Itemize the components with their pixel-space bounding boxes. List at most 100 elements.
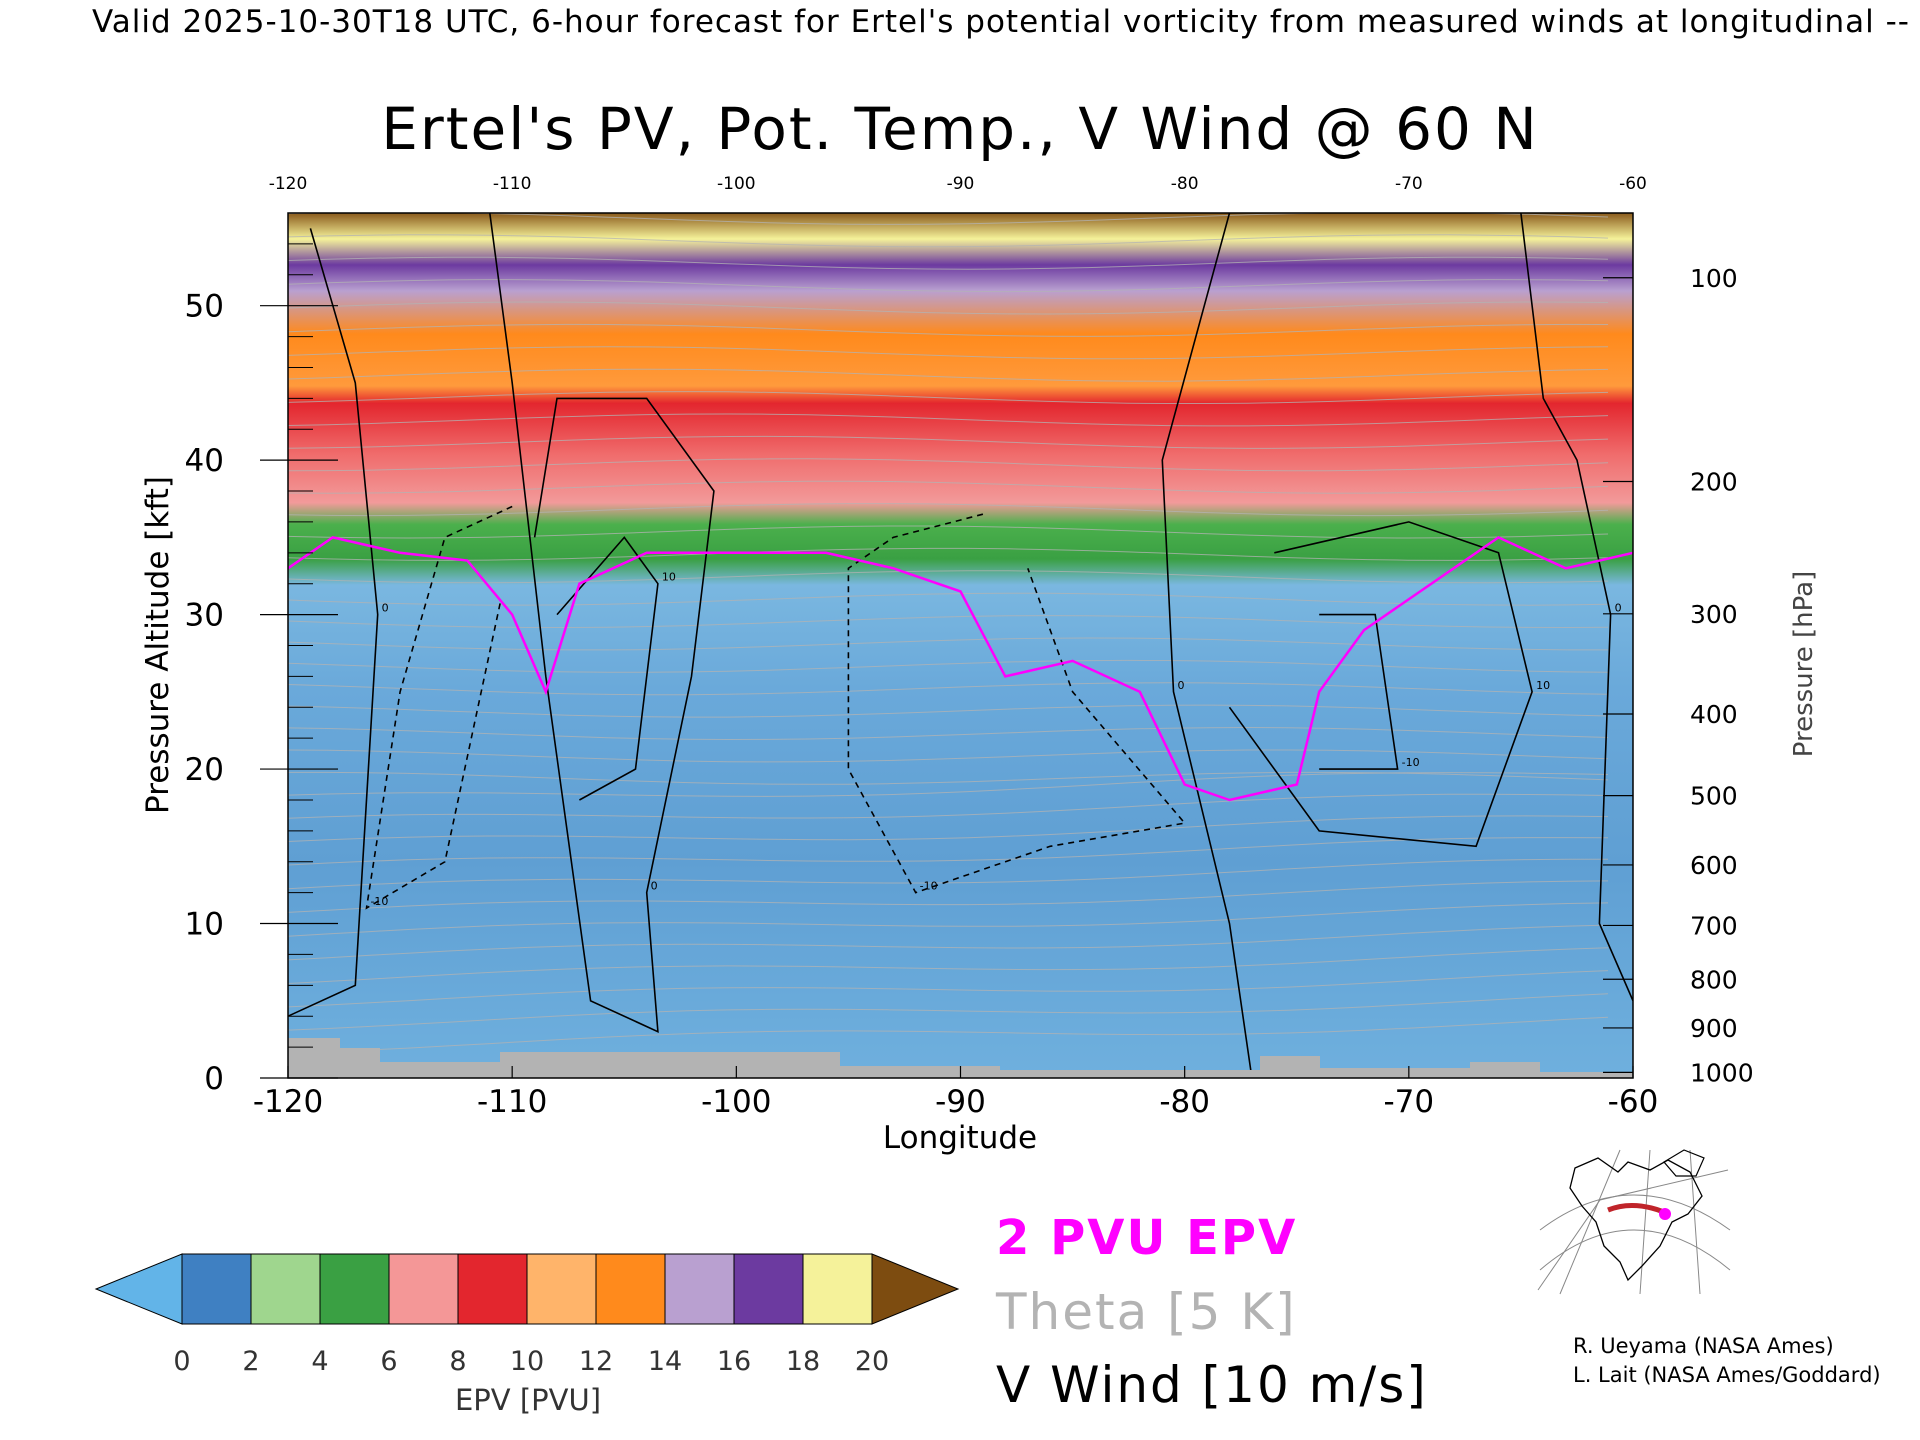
theta-isentrope <box>288 837 1609 866</box>
colorbar-tick-label: 10 <box>510 1346 544 1377</box>
vwind-contour-label: 0 <box>1177 679 1184 692</box>
vwind-contour <box>847 513 1187 894</box>
vwind-contour-label: -10 <box>920 880 938 893</box>
theta-isentrope <box>288 256 1609 270</box>
theta-isentrope <box>288 480 1609 494</box>
map-parallel <box>1539 1194 1731 1231</box>
colorbar-tick-label: 12 <box>579 1346 613 1377</box>
epv-field <box>288 213 1633 1078</box>
theta-isentrope <box>288 323 1609 337</box>
theta-isentrope <box>288 880 1609 913</box>
credit-line-2: L. Lait (NASA Ames/Goddard) <box>1573 1363 1881 1387</box>
pressure-tick-label: 800 <box>1690 965 1738 994</box>
theta-isentrope <box>288 726 1609 741</box>
colorbar-tick-label: 20 <box>855 1346 889 1377</box>
theta-isentrope <box>288 815 1609 842</box>
colorbar-tick-label: 14 <box>648 1346 682 1377</box>
theta-isentrope <box>288 858 1609 890</box>
colorbar-swatch <box>526 1253 597 1325</box>
theta-isentrope <box>288 592 1609 606</box>
top-tick-label: -90 <box>947 174 975 194</box>
chart-title: Ertel's PV, Pot. Temp., V Wind @ 60 N <box>381 95 1539 163</box>
top-tick-label: -80 <box>1171 174 1199 194</box>
map-greenland <box>1663 1149 1705 1177</box>
theta-isentrope <box>288 570 1609 584</box>
colorbar: 0 2 4 6 8 10 12 14 16 18 20 <box>94 1253 960 1377</box>
map-parallel <box>1539 1229 1731 1271</box>
colorbar-swatch <box>319 1253 390 1325</box>
top-tick-label: -120 <box>269 174 308 194</box>
vwind-contour <box>1228 521 1533 848</box>
x-tick-label: -90 <box>935 1084 986 1120</box>
theta-isentrope <box>288 704 1609 718</box>
y-tick-label: 40 <box>185 443 224 479</box>
legend-vwind: V Wind [10 m/s] <box>996 1356 1428 1414</box>
colorbar-tick-label: 18 <box>786 1346 820 1377</box>
pressure-tick-label: 400 <box>1690 700 1738 729</box>
top-tick-label: -60 <box>1619 174 1647 194</box>
map-section-line <box>1607 1203 1665 1215</box>
theta-isentrope <box>288 301 1609 315</box>
vwind-contour <box>365 505 513 910</box>
theta-isentrope <box>288 503 1609 517</box>
inset-map <box>1536 1148 1731 1295</box>
pressure-tick-label: 100 <box>1690 264 1738 293</box>
map-location-marker <box>1659 1208 1671 1220</box>
theta-isentrope <box>288 793 1609 819</box>
theta-isentrope <box>288 458 1609 472</box>
theta-isentrope <box>288 213 1609 225</box>
pressure-tick-label: 1000 <box>1690 1058 1754 1087</box>
theta-isentrope <box>288 902 1609 937</box>
colorbar-tick-label: 8 <box>449 1346 466 1377</box>
theta-isentrope <box>288 637 1608 651</box>
vwind-contour <box>489 213 715 1033</box>
x-tick-label: -80 <box>1159 1084 1210 1120</box>
x-tick-label: -110 <box>477 1084 547 1120</box>
map-coastline <box>1569 1157 1703 1282</box>
theta-isentrope <box>288 970 1609 1008</box>
colorbar-label: EPV [PVU] <box>455 1383 601 1417</box>
colorbar-swatch <box>181 1253 252 1325</box>
colorbar-tick-label: 6 <box>380 1346 397 1377</box>
theta-isentrope <box>288 435 1609 449</box>
x-tick-label: -60 <box>1608 1084 1659 1120</box>
colorbar-swatch <box>388 1253 459 1325</box>
colorbar-under-triangle <box>94 1253 183 1325</box>
theta-isentrope <box>288 391 1609 404</box>
x-tick-label: -70 <box>1384 1084 1435 1120</box>
terrain-mask <box>288 1038 1633 1078</box>
y-tick-label: 10 <box>185 907 224 943</box>
y-axis-label: Pressure Altitude [kft] <box>140 476 176 814</box>
colorbar-tick-label: 16 <box>717 1346 751 1377</box>
y2-axis-label: Pressure [hPa] <box>1789 571 1819 758</box>
pressure-tick-label: 900 <box>1690 1014 1738 1043</box>
theta-isentrope <box>288 659 1609 673</box>
vwind-contour <box>288 228 379 1017</box>
y-tick-label: 50 <box>185 289 224 325</box>
legend-theta: Theta [5 K] <box>996 1283 1297 1341</box>
legend-pvu: 2 PVU EPV <box>996 1210 1298 1266</box>
y-tick-label: 30 <box>185 598 224 634</box>
colorbar-swatch <box>457 1253 528 1325</box>
theta-isentrope <box>288 413 1609 427</box>
theta-isentrope <box>288 279 1609 293</box>
theta-isentrope <box>288 368 1609 382</box>
x-axis-label: Longitude <box>883 1120 1037 1156</box>
theta-isentrope <box>288 1016 1609 1054</box>
colorbar-swatch <box>664 1253 735 1325</box>
colorbar-swatch <box>250 1253 321 1325</box>
vwind-contour <box>1520 213 1633 1002</box>
theta-isentrope <box>288 993 1609 1031</box>
header-text: Valid 2025-10-30T18 UTC, 6-hour forecast… <box>92 4 1920 40</box>
colorbar-tick-label: 0 <box>173 1346 190 1377</box>
vwind-contour-label: -10 <box>370 895 388 908</box>
theta-isentrope <box>288 749 1609 763</box>
colorbar-swatch <box>733 1253 804 1325</box>
vwind-contour <box>1319 613 1399 770</box>
colorbar-tick-label: 2 <box>242 1346 259 1377</box>
y-tick-label: 0 <box>204 1061 224 1097</box>
theta-isentrope <box>288 615 1609 629</box>
theta-isentrope <box>288 525 1609 539</box>
vwind-contour <box>1161 213 1253 1078</box>
